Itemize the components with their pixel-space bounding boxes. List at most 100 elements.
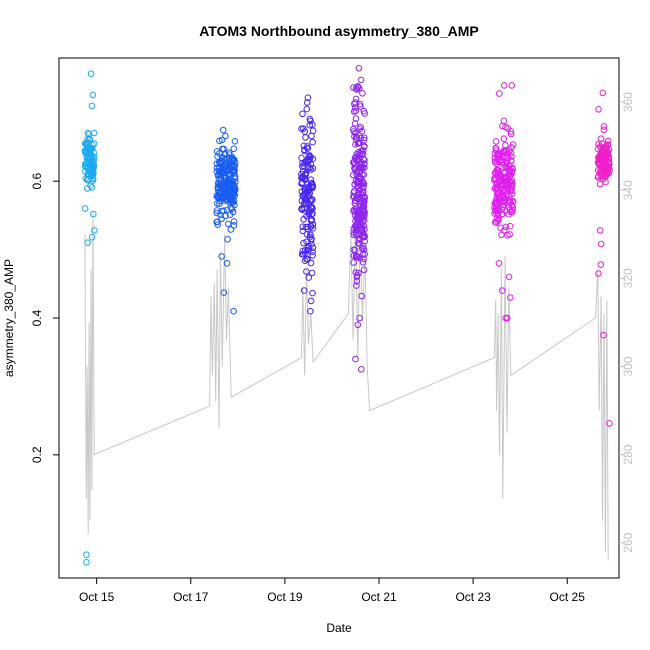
data-point: [494, 217, 501, 225]
data-point: [509, 203, 517, 211]
data-point-outlier: [500, 82, 508, 89]
data-point-outlier: [220, 289, 228, 297]
data-point-outlier: [505, 273, 513, 281]
data-point-outlier: [600, 123, 608, 130]
data-point: [506, 166, 514, 173]
data-point-outlier: [596, 227, 604, 234]
data-point: [596, 143, 604, 150]
data-point: [506, 222, 514, 230]
data-point: [494, 186, 501, 194]
data-point-outlier: [357, 76, 365, 84]
chart-title: ATOM3 Northbound asymmetry_380_AMP: [199, 23, 479, 39]
data-point: [603, 149, 611, 157]
data-point: [508, 179, 516, 187]
data-point: [214, 172, 222, 179]
data-point: [350, 252, 358, 260]
data-point-outlier: [600, 331, 607, 339]
plot-area: Oct 15 Oct 17 Oct 19 Oct 21 Oct 23 Oct 25 0.2 0…: [30, 57, 635, 604]
data-point-outlier: [83, 559, 90, 566]
data-point: [501, 169, 509, 177]
data-point-outlier: [88, 234, 96, 241]
data-point: [220, 186, 227, 194]
data-point: [300, 239, 307, 247]
data-point: [357, 103, 364, 110]
data-point: [352, 269, 360, 276]
data-point: [358, 292, 366, 300]
data-point: [497, 157, 504, 165]
data-point: [352, 115, 360, 122]
data-point: [360, 202, 368, 209]
x-tick-label: Oct 15: [79, 590, 115, 604]
data-point: [360, 156, 367, 163]
data-point: [505, 204, 513, 211]
data-point: [308, 203, 315, 210]
data-point: [87, 151, 94, 159]
data-point: [219, 126, 227, 134]
data-point-outlier: [307, 297, 315, 305]
data-point: [350, 259, 358, 266]
data-point: [82, 168, 89, 175]
data-point: [353, 278, 361, 285]
x-tick-label: Oct 25: [550, 590, 586, 604]
data-point: [218, 136, 226, 144]
data-point: [350, 225, 358, 232]
data-point: [215, 171, 223, 178]
data-point: [505, 171, 513, 178]
data-point: [507, 149, 515, 157]
data-point-outlier: [304, 94, 312, 101]
x-tick-label: Oct 19: [267, 590, 303, 604]
data-point: [352, 99, 359, 106]
data-point: [498, 180, 505, 187]
data-point-outlier: [498, 287, 506, 294]
y2-tick-label: 260: [621, 532, 635, 552]
data-point: [351, 154, 359, 162]
data-point: [304, 247, 311, 254]
data-point: [359, 178, 367, 185]
data-point: [308, 241, 315, 248]
data-point: [350, 128, 358, 135]
y-tick-label: 0.2: [30, 446, 44, 463]
data-point: [359, 191, 366, 199]
data-point: [352, 197, 359, 205]
data-point: [505, 197, 512, 204]
data-point: [360, 266, 368, 274]
data-point: [229, 199, 237, 206]
secondary-line: [84, 212, 609, 561]
data-point: [305, 246, 313, 253]
data-point: [305, 208, 313, 216]
data-point: [499, 203, 507, 211]
data-point: [361, 110, 369, 117]
data-point-outlier: [307, 307, 314, 315]
data-point-outlier: [91, 227, 98, 234]
data-point-outlier: [595, 106, 602, 113]
data-point: [216, 200, 223, 207]
data-point: [309, 289, 316, 297]
data-point: [353, 225, 361, 233]
data-point: [360, 198, 367, 205]
data-point: [305, 164, 312, 171]
data-point-outlier: [89, 91, 97, 99]
data-point: [357, 123, 364, 131]
data-point: [302, 194, 310, 202]
data-point: [360, 246, 368, 253]
data-point: [81, 163, 89, 170]
data-point: [596, 180, 604, 188]
data-point: [84, 129, 92, 137]
data-point: [353, 282, 360, 289]
data-point: [309, 138, 316, 146]
data-point: [351, 246, 359, 254]
data-point: [594, 174, 602, 181]
data-point: [507, 128, 515, 135]
data-point: [307, 231, 314, 239]
x-tick-label: Oct 23: [455, 590, 491, 604]
data-point: [225, 176, 232, 183]
data-point: [298, 251, 306, 258]
data-point: [229, 198, 236, 205]
data-point: [350, 84, 357, 91]
plot-frame: [58, 57, 620, 579]
data-point: [353, 134, 361, 141]
data-point: [361, 156, 368, 164]
data-point: [355, 240, 362, 247]
data-point: [231, 138, 239, 145]
data-point-outlier: [84, 239, 91, 246]
